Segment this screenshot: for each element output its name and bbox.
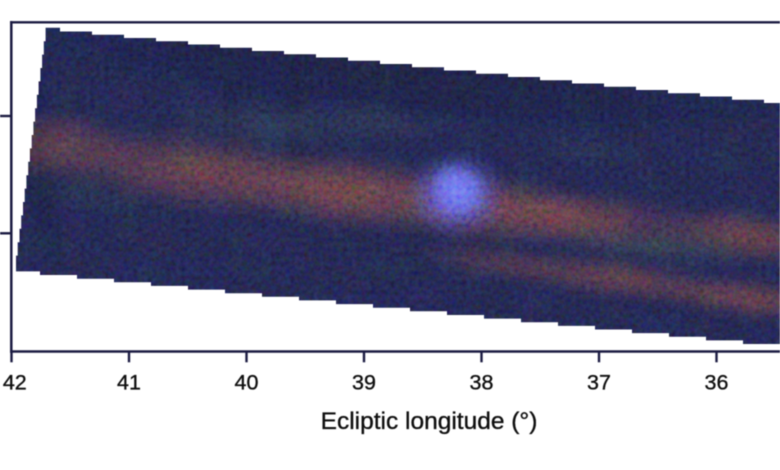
svg-text:36: 36 (705, 371, 729, 395)
svg-text:42: 42 (3, 371, 27, 395)
svg-text:41: 41 (117, 371, 141, 395)
svg-text:40: 40 (235, 371, 259, 395)
svg-text:38: 38 (470, 371, 494, 395)
svg-text:Ecliptic longitude (°): Ecliptic longitude (°) (321, 408, 538, 435)
svg-text:39: 39 (352, 371, 376, 395)
svg-text:37: 37 (587, 371, 611, 395)
